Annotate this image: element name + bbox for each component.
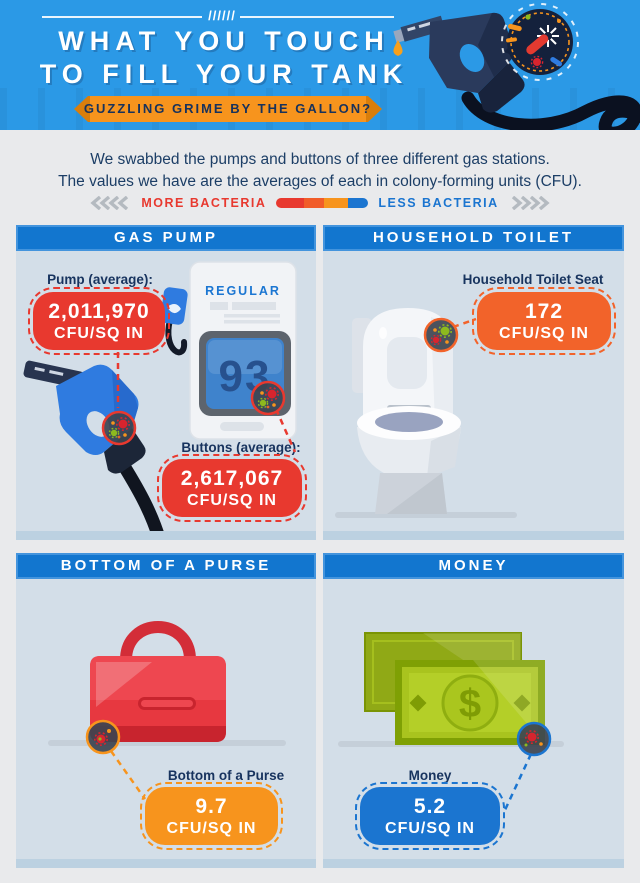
purse-icon	[48, 621, 286, 746]
chevrons-right-icon	[511, 196, 550, 210]
intro-line1: We swabbed the pumps and buttons of thre…	[90, 151, 550, 168]
panel-gas-pump: GAS PUMP REGULAR 93	[16, 225, 316, 540]
hose-icon	[461, 91, 640, 130]
page-title-line2: TO FILL YOUR TANK	[39, 59, 409, 89]
buttons-average-value: 2,617,067	[180, 466, 284, 490]
dollar-sign: $	[459, 682, 481, 726]
more-bacteria-label: MORE BACTERIA	[141, 196, 267, 210]
panel-money-header: MONEY	[323, 553, 624, 579]
money-label: Money	[408, 768, 452, 783]
panel-gas-pump-header: GAS PUMP	[16, 225, 316, 251]
tick-marks-decoration: //////	[208, 8, 236, 23]
panel-household-toilet-header: HOUSEHOLD TOILET	[323, 225, 624, 251]
purse-illustration	[48, 621, 286, 746]
gas-nozzle-illustration	[393, 3, 640, 130]
intro-line2: The values we have are the averages of e…	[58, 173, 582, 190]
fuel-drip-icon	[393, 40, 403, 56]
purse-label: Bottom of a Purse	[167, 768, 285, 783]
pump-average-label: Pump (average):	[47, 272, 153, 287]
subtitle-banner: GUZZLING GRIME BY THE GALLON?	[74, 96, 382, 122]
purse-unit: CFU/SQ IN	[166, 819, 257, 837]
header: ////// WHAT YOU TOUCH TO FILL YOUR TANK …	[0, 0, 640, 130]
panel-money: MONEY $ Money 5.2 CFU/SQ IN	[323, 553, 624, 868]
bacteria-scale-legend: MORE BACTERIA LESS BACTERIA	[0, 196, 640, 210]
money-value: 5.2	[413, 794, 447, 818]
header-rule-left	[42, 16, 202, 18]
less-bacteria-label: LESS BACTERIA	[378, 196, 499, 210]
intro-text: We swabbed the pumps and buttons of thre…	[0, 149, 640, 193]
panel-purse: BOTTOM OF A PURSE Bottom of a Purse 9.7 …	[16, 553, 316, 868]
panel-gas-pump-title: GAS PUMP	[113, 229, 218, 246]
page-title: WHAT YOU TOUCH TO FILL YOUR TANK	[12, 25, 436, 91]
chevrons-left-icon	[90, 196, 129, 210]
buttons-average-badge: 2,617,067 CFU/SQ IN	[157, 454, 307, 522]
toilet-seat-unit: CFU/SQ IN	[499, 324, 589, 342]
dollar-bills-icon: $	[338, 632, 564, 747]
fuel-grade-label: REGULAR	[205, 284, 281, 298]
panel-household-toilet: HOUSEHOLD TOILET Household Toilet Seat	[323, 225, 624, 540]
header-rule-right	[240, 16, 394, 18]
fuel-dispenser-icon: REGULAR 93	[189, 261, 297, 440]
bacteria-scale-bar	[276, 198, 369, 208]
buttons-average-label: Buttons (average):	[181, 440, 301, 455]
panel-household-toilet-title: HOUSEHOLD TOILET	[372, 229, 575, 246]
toilet-seat-badge: 172 CFU/SQ IN	[472, 287, 616, 355]
panel-money-title: MONEY	[438, 557, 509, 574]
page-title-line1: WHAT YOU TOUCH	[58, 26, 390, 56]
bacteria-bubble-icon	[501, 3, 579, 81]
panel-purse-header: BOTTOM OF A PURSE	[16, 553, 316, 579]
toilet-seat-label: Household Toilet Seat	[462, 272, 604, 287]
panel-purse-title: BOTTOM OF A PURSE	[60, 557, 272, 574]
toilet-seat-value: 172	[524, 299, 564, 323]
pump-average-value: 2,011,970	[48, 299, 150, 323]
purse-value: 9.7	[195, 794, 228, 818]
purse-badge: 9.7 CFU/SQ IN	[140, 782, 283, 850]
fuel-nozzle-icon	[23, 360, 167, 540]
money-illustration: $	[338, 632, 564, 747]
pump-average-badge: 2,011,970 CFU/SQ IN	[28, 287, 170, 355]
pump-average-unit: CFU/SQ IN	[54, 324, 144, 342]
buttons-average-unit: CFU/SQ IN	[187, 491, 277, 509]
money-unit: CFU/SQ IN	[385, 819, 475, 837]
money-badge: 5.2 CFU/SQ IN	[355, 782, 505, 850]
price-display: 93	[219, 352, 272, 401]
